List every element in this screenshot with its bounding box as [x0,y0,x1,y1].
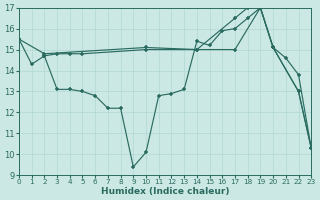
X-axis label: Humidex (Indice chaleur): Humidex (Indice chaleur) [101,187,229,196]
